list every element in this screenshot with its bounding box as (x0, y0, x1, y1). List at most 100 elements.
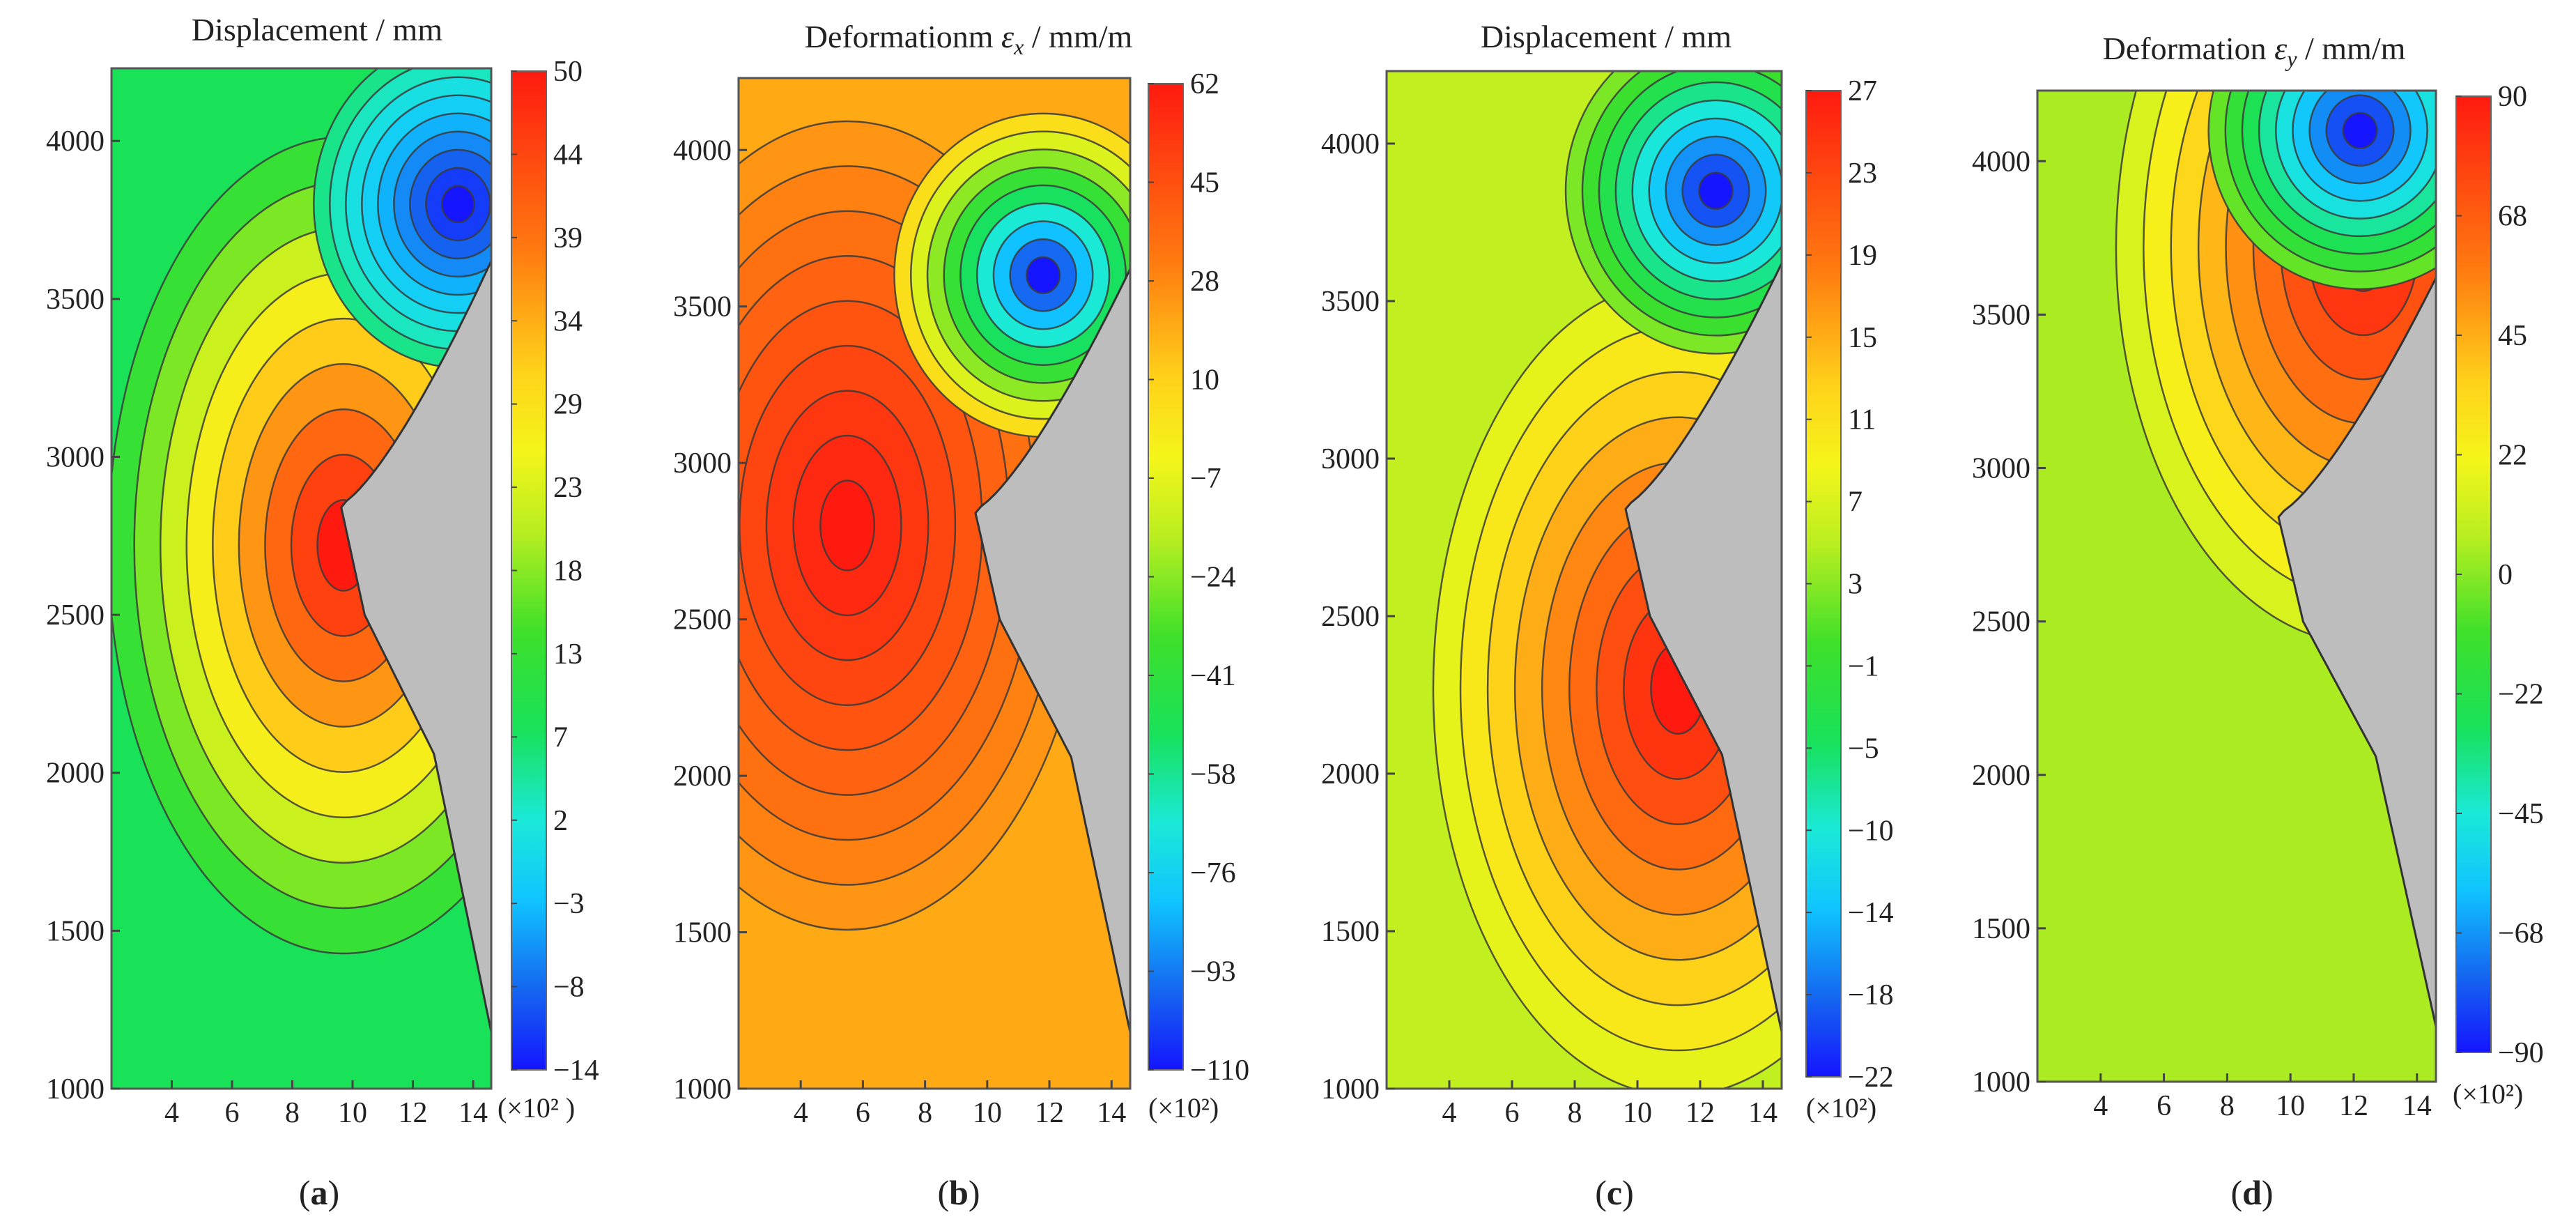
y-tick-label: 2500 (46, 599, 105, 631)
colorbar-tick-label: −90 (2498, 1037, 2544, 1069)
x-tick-label: 14 (458, 1097, 488, 1129)
heatmap-field (2037, 91, 2436, 1082)
y-tick-label: 2000 (1321, 758, 1380, 790)
colorbar-tick-label: −93 (1190, 956, 1236, 988)
x-multiplier: (×10² ) (498, 1092, 575, 1124)
x-tick-label: 8 (2220, 1090, 2235, 1122)
colorbar-tick-label: 45 (2498, 320, 2527, 352)
colorbar-tick-label: 39 (553, 222, 583, 254)
colorbar-tick-label: 62 (1190, 68, 1219, 100)
colorbar-tick-label: −3 (553, 888, 585, 920)
y-tick-label: 4000 (673, 135, 732, 167)
colorbar-tick-label: −58 (1190, 759, 1236, 791)
contour-min-9 (1698, 171, 1734, 210)
x-tick-label: 12 (2339, 1090, 2368, 1122)
x-multiplier: (×10²) (1148, 1092, 1219, 1124)
colorbar-tick-label: −14 (1848, 897, 1894, 929)
y-tick-label: 4000 (1972, 146, 2030, 178)
heatmap-field (111, 68, 491, 1089)
colorbar: 90 68 45 22 0 −22 −45 −68 −90 (2455, 81, 2544, 1069)
y-tick-label: 4000 (46, 125, 105, 158)
occluded-region (340, 68, 491, 1089)
colorbar-tick-label: −22 (2498, 679, 2544, 711)
panel-b: 4 6 8 10 12 14 1000 1500 2000 2500 3000 3500 4000 Def… (673, 19, 1249, 1212)
x-tick-label: 8 (918, 1097, 932, 1129)
panel-title: Displacement / mm (1481, 19, 1732, 54)
colorbar-tick-label: 44 (553, 139, 583, 171)
plot-frame (1385, 70, 1783, 1090)
panel-a: 4 6 8 10 12 14 1000 1500 2000 2500 3000 3500 4000 Dis… (46, 12, 599, 1212)
colorbar-gradient (1805, 90, 1842, 1078)
colorbar-tick-label: 22 (2498, 440, 2527, 472)
colorbar-tick-label: 90 (2498, 81, 2527, 113)
colorbar-tick-label: 2 (553, 805, 568, 837)
y-tick-label: 2500 (1972, 606, 2030, 638)
colorbar-tick-label: −18 (1848, 979, 1894, 1011)
x-tick-label: 14 (1097, 1097, 1126, 1129)
colorbar-tick-label: −76 (1190, 857, 1236, 889)
occluded-region (2277, 91, 2436, 1082)
occluded-region (974, 78, 1130, 1089)
panel-title: Deformationm εx / mm/m (805, 19, 1133, 59)
x-tick-label: 10 (338, 1097, 367, 1129)
y-tick-label: 1500 (1321, 916, 1380, 948)
x-tick-label: 4 (794, 1097, 808, 1129)
colorbar-tick-label: −41 (1190, 660, 1236, 692)
x-multiplier: (×10²) (1806, 1092, 1876, 1124)
colorbar-tick-label: −14 (553, 1055, 599, 1087)
colorbar-tick-label: 10 (1190, 365, 1219, 397)
panel-label: (b) (937, 1173, 980, 1212)
y-tick-label: 3500 (46, 284, 105, 316)
colorbar: 27 23 19 15 11 7 3 −1 −5 −10 −14 −18 −22 (1805, 75, 1894, 1094)
heatmap-field (739, 78, 1130, 1089)
panel-c: 4 6 8 10 12 14 1000 1500 2000 2500 3000 3500 4000 Dis… (1321, 19, 1894, 1212)
colorbar-gradient (511, 70, 547, 1071)
x-tick-label: 14 (1748, 1097, 1777, 1129)
y-tick-label: 1000 (46, 1073, 105, 1105)
y-tick-label: 2500 (1321, 601, 1380, 633)
y-tick-label: 1500 (1972, 913, 2030, 945)
x-tick-label: 8 (285, 1097, 300, 1129)
colorbar-tick-label: −24 (1190, 562, 1236, 594)
colorbar-tick-label: 7 (553, 721, 568, 753)
colorbar-tick-label: −68 (2498, 918, 2544, 950)
occluded-region (1624, 71, 1782, 1089)
y-tick-label: 3000 (1321, 443, 1380, 475)
panel-label: (a) (299, 1173, 339, 1212)
y-tick-label: 1000 (1321, 1073, 1380, 1105)
y-tick-label: 3000 (673, 447, 732, 480)
colorbar-tick-label: 27 (1848, 75, 1877, 107)
colorbar-tick-label: 45 (1190, 167, 1219, 199)
colorbar-tick-label: 34 (553, 305, 583, 337)
y-tick-label: 1500 (46, 915, 105, 947)
y-tick-label: 2500 (673, 604, 732, 636)
colorbar-tick-label: 28 (1190, 266, 1219, 298)
x-tick-label: 4 (2093, 1090, 2108, 1122)
colorbar-tick-label: 50 (553, 56, 583, 88)
colorbar-tick-label: −45 (2498, 798, 2544, 830)
y-tick-label: 1000 (673, 1073, 732, 1105)
plot-frame (2036, 89, 2437, 1083)
colorbar: 50 44 39 34 29 23 18 13 7 2 −3 −8 −14 (511, 56, 599, 1087)
colorbar-tick-label: 23 (1848, 158, 1877, 190)
x-tick-label: 6 (225, 1097, 240, 1129)
y-tick-label: 3500 (1972, 299, 2030, 331)
x-tick-label: 10 (1623, 1097, 1652, 1129)
colorbar-tick-label: −5 (1848, 733, 1879, 765)
colorbar-tick-label: 3 (1848, 569, 1862, 601)
colorbar-tick-label: −22 (1848, 1062, 1894, 1094)
plot-frame (737, 77, 1132, 1090)
colorbar-tick-label: 23 (553, 472, 583, 504)
y-tick-label: 4000 (1321, 128, 1380, 160)
plot-frame (110, 67, 493, 1090)
panel-title: Deformation εy / mm/m (2103, 31, 2406, 71)
colorbar-tick-label: 18 (553, 555, 583, 588)
x-tick-label: 6 (1505, 1097, 1520, 1129)
x-tick-label: 6 (856, 1097, 870, 1129)
panel-d: 4 6 8 10 12 141000150020002500300035004000Def… (1972, 31, 2544, 1212)
x-tick-label: 4 (1442, 1097, 1457, 1129)
colorbar-tick-label: −8 (553, 972, 585, 1004)
panel-title: Displacement / mm (192, 12, 442, 47)
colorbar-tick-label: −7 (1190, 463, 1221, 495)
